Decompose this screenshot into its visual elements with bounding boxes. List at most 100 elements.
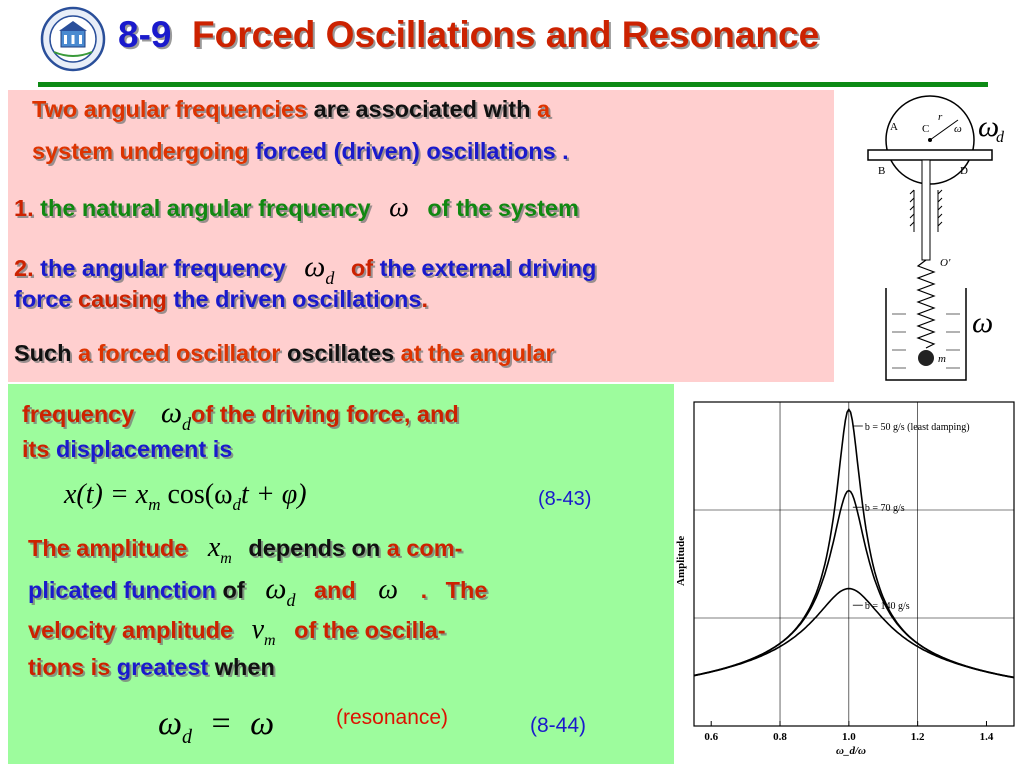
omega-symbol: ω [378, 574, 399, 605]
omega-d-subscript: d [996, 129, 1005, 146]
such-line: Such a forced oscillator oscillates at t… [14, 340, 555, 367]
omega-symbol: ω [160, 396, 183, 429]
item-2-line-2: force causing the driven oscillations. [14, 286, 428, 313]
eq-subscript: d [232, 495, 242, 514]
series-label-0: b = 50 g/s (least damping) [865, 422, 970, 433]
text-span: frequency [22, 401, 135, 427]
label-m: m [938, 353, 946, 365]
text-span: the driven oscillations [173, 286, 422, 312]
text-span: . [420, 577, 428, 603]
text-span: force [14, 286, 72, 312]
amplitude-line-1: The amplitude xm depends on a com- [28, 532, 463, 567]
label-C: C [922, 123, 929, 135]
text-span: when [214, 654, 275, 680]
forced-oscillator-apparatus: A C r ω B D O' m ω d ω [867, 95, 1005, 381]
text-span: oscillates [286, 340, 395, 366]
chart-series-labels: b = 50 g/s (least damping) b = 70 g/s b = … [852, 422, 970, 612]
series-label-1: b = 70 g/s [865, 503, 905, 514]
omega-symbol: ω [158, 705, 183, 742]
text-span: of the driving force, and [191, 401, 459, 427]
text-span: the natural angular frequency [40, 195, 371, 221]
subscript: m [220, 550, 232, 567]
label-D: D [960, 165, 968, 177]
text-span: velocity amplitude [28, 617, 234, 643]
subscript: d [182, 414, 192, 434]
chart-grid [694, 402, 1014, 726]
amplitude-line-4: tions is greatest when [28, 654, 275, 681]
item-number: 1. [14, 195, 34, 221]
text-span: plicated function [28, 577, 216, 603]
x-tick-label: 1.2 [911, 731, 925, 743]
x-tick-label: 1.4 [980, 731, 994, 743]
text-span: causing [78, 286, 167, 312]
text-span: a forced oscillator [78, 340, 281, 366]
green-line-2: its displacement is [22, 436, 232, 463]
label-B: B [878, 165, 885, 177]
text-span: at the angular [400, 340, 555, 366]
text-span: the external driving [379, 255, 597, 281]
equation-8-43: x(t) = xm cos(ωdt + φ) [64, 478, 307, 514]
text-span: of [350, 255, 374, 281]
text-span: depends on [248, 535, 381, 561]
eq-label-8-43: (8-43) [538, 488, 592, 510]
text-span: The [445, 577, 488, 603]
eq-subscript: m [148, 495, 161, 514]
text-span: Such [14, 340, 72, 366]
text-span: . [421, 286, 428, 312]
text-span: of [222, 577, 245, 603]
subscript: d [286, 590, 296, 610]
text-span: . [562, 138, 569, 164]
omega-symbol: ω [265, 572, 287, 605]
eq-part: x(t) = x [64, 479, 149, 510]
section-title: Forced Oscillations and Resonance [192, 14, 820, 55]
text-span: of the oscilla- [294, 617, 446, 643]
item-1: 1. the natural angular frequency ω of th… [14, 192, 579, 224]
chart-curves [693, 407, 1015, 679]
label-O: O' [940, 257, 951, 269]
text-span: tions is [28, 654, 111, 680]
amplitude-line-3: velocity amplitude vm of the oscilla- [28, 614, 446, 649]
explanation-panel [8, 384, 674, 764]
text-span: a [536, 96, 551, 122]
x-axis-label: ω_d/ω [836, 745, 866, 757]
subscript: d [325, 268, 335, 288]
intro-line-2: system undergoing forced (driven) oscill… [32, 138, 569, 165]
intro-line-1: Two angular frequencies are associated w… [32, 96, 550, 123]
equation-8-44: ωd = ω [158, 705, 275, 748]
resonance-label: (resonance) [336, 706, 449, 729]
label-A: A [890, 121, 898, 133]
section-number: 8-9 [118, 14, 172, 55]
text-span: Two angular frequencies [32, 96, 308, 122]
page-title: 8-9 Forced Oscillations and Resonance [118, 14, 819, 56]
x-tick-label: 0.8 [773, 731, 787, 743]
text-span: of the system [427, 195, 579, 221]
omega-symbol: ω [304, 250, 326, 283]
text-span: and [313, 577, 356, 603]
text-span: a com- [386, 535, 463, 561]
subscript: m [264, 632, 276, 649]
eq-part: cos(ω [160, 479, 233, 510]
text-span: The amplitude [28, 535, 188, 561]
subscript: d [182, 726, 193, 748]
omega-symbol: ω [972, 306, 993, 339]
eq-label-8-44: (8-44) [530, 714, 587, 737]
item-2: 2. the angular frequency ωd of the exter… [14, 250, 597, 288]
text-span: forced (driven) oscillations [255, 138, 556, 164]
series-label-2: b = 140 g/s [865, 601, 910, 612]
header-divider [38, 82, 988, 87]
label-r: r [938, 111, 943, 123]
label-omega-small: ω [954, 123, 962, 135]
series-line-2 [693, 587, 1015, 679]
x-tick-label: 0.6 [704, 731, 718, 743]
intro-panel [8, 90, 834, 382]
omega-symbol: ω [389, 192, 409, 223]
eq-part: t + φ) [241, 479, 307, 510]
chart-x-ticks: 0.6 0.8 1.0 1.2 1.4 [704, 721, 994, 743]
x-tick-label: 1.0 [842, 731, 856, 743]
text-span: the angular frequency [40, 255, 286, 281]
green-line-1: frequency ωdof the driving force, and [22, 396, 459, 434]
item-number: 2. [14, 255, 34, 281]
text-span: displacement is [55, 436, 233, 462]
omega-symbol: ω [250, 705, 275, 742]
omega-d-symbol: ω [978, 110, 999, 143]
